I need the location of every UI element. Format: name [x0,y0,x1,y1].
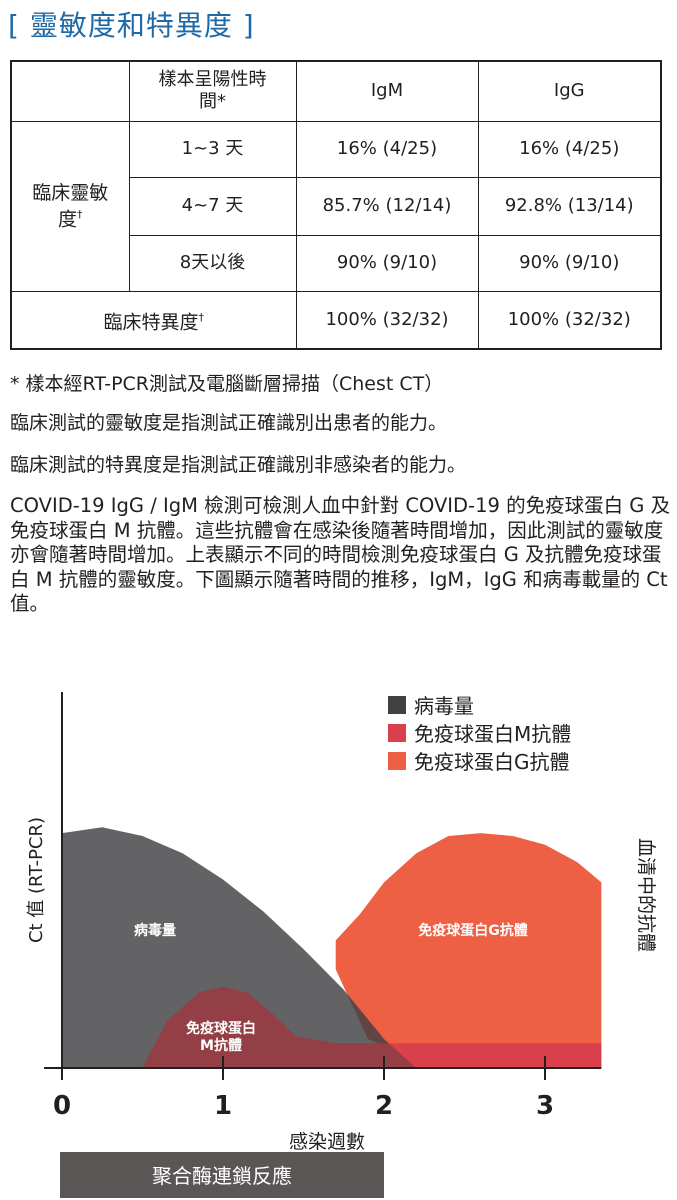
x-tick-label-2: 2 [375,1091,393,1121]
pcr-bar [60,1152,384,1198]
specificity-igm: 100% (32/32) [295,290,479,350]
row-3-igm: 90% (9/10) [295,234,479,292]
igg-area [335,833,602,1068]
description-paragraph: COVID-19 IgG / IgM 檢測可檢測人血中針對 COVID-19 的… [10,494,671,615]
empty-corner-cell [10,60,130,122]
sensitivity-label: 臨床靈敏度† [10,120,130,292]
header-igm: IgM [295,60,479,122]
specificity-igg: 100% (32/32) [477,290,662,350]
legend-label-2: 免疫球蛋白M抗體 [414,722,571,746]
x-tick-label-3: 3 [536,1091,554,1121]
row-3-igg: 90% (9/10) [477,234,662,292]
legend-label-3: 免疫球蛋白G抗體 [414,750,570,774]
viral-load-area [62,827,417,1068]
legend-swatch-3 [388,752,406,770]
x-tick-label-1: 1 [214,1091,232,1121]
row-2-time: 4~7 天 [128,176,297,236]
igm-label-line-1: 免疫球蛋白 [186,1020,256,1037]
x-axis-label: 感染週數 [289,1131,365,1153]
antibody-timeline-chart: 0 1 2 3Ct 值 (RT-PCR)感染週數血清中的抗體病毒量免疫球蛋白M抗體免疫… [26,692,657,1198]
y-axis-label: Ct 值 (RT-PCR) [26,817,47,943]
x-tick-label-0: 0 [53,1091,71,1121]
row-1-time: 1~3 天 [128,120,297,178]
legend-swatch-2 [388,724,406,742]
row-1-igm: 16% (4/25) [295,120,479,178]
igg-label: 免疫球蛋白G抗體 [418,922,528,939]
pcr-bar-label: 聚合酶連鎖反應 [152,1164,292,1188]
legend-label-1: 病毒量 [414,694,474,718]
sensitivity-definition: 臨床測試的靈敏度是指測試正確識別出患者的能力。 [10,412,448,434]
row-2-igm: 85.7% (12/14) [295,176,479,236]
page-title: [ 靈敏度和特異度 ] [8,9,255,42]
footnote: * 樣本經RT-PCR測試及電腦斷層掃描（Chest CT） [10,373,444,395]
header-sample-time: 樣本呈陽性時間* [128,60,297,122]
y2-axis-label: 血清中的抗體 [635,838,657,952]
row-2-igg: 92.8% (13/14) [477,176,662,236]
sensitivity-specificity-table: 樣本呈陽性時間* IgM IgG 臨床靈敏度† 1~3 天 16% (4/25)… [10,60,662,350]
igm-area-overlay [142,986,602,1068]
legend-swatch-1 [388,696,406,714]
specificity-definition: 臨床測試的特異度是指測試正確識別非感染者的能力。 [10,454,467,476]
specificity-label: 臨床特異度† [10,290,297,350]
row-1-igg: 16% (4/25) [477,120,662,178]
igm-label-line-2: M抗體 [200,1037,242,1054]
viral-load-label: 病毒量 [134,922,176,939]
header-igg: IgG [477,60,662,122]
row-3-time: 8天以後 [128,234,297,292]
